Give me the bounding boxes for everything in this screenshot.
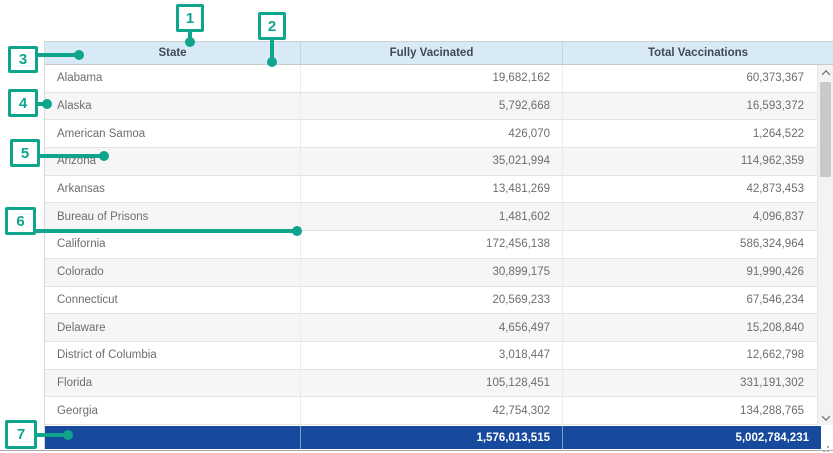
table-row[interactable]: Delaware 4,656,497 15,208,840	[45, 314, 833, 342]
state-cell: Alaska	[45, 93, 301, 120]
callout-2-dot	[267, 57, 277, 67]
fully-vaccinated-cell: 19,682,162	[301, 65, 563, 92]
vaccination-table-screenshot: State Fully Vacinated Total Vaccinations…	[0, 0, 833, 453]
total-vaccinations-cell: 67,546,234	[563, 287, 833, 314]
callout-3: 3	[8, 46, 38, 73]
callout-5-dot	[99, 151, 109, 161]
table-summary-row: 1,576,013,515 5,002,784,231	[45, 426, 821, 449]
vertical-scrollbar[interactable]	[817, 65, 833, 425]
chevron-up-icon	[821, 70, 829, 78]
summary-total-vaccinations-total: 5,002,784,231	[563, 426, 821, 449]
callout-3-connector	[37, 53, 79, 57]
callout-6: 6	[5, 207, 36, 235]
state-cell: Arizona	[45, 148, 301, 175]
state-cell: Arkansas	[45, 176, 301, 203]
fully-vaccinated-cell: 4,656,497	[301, 314, 563, 341]
total-vaccinations-cell: 60,373,367	[563, 65, 833, 92]
callout-6-connector	[34, 229, 297, 233]
fully-vaccinated-cell: 5,792,668	[301, 93, 563, 120]
scroll-down-button[interactable]	[818, 410, 833, 425]
scroll-up-button[interactable]	[818, 65, 833, 80]
fully-vaccinated-cell: 3,018,447	[301, 342, 563, 369]
vaccinations-table: State Fully Vacinated Total Vaccinations…	[44, 41, 833, 449]
total-vaccinations-cell: 1,264,522	[563, 120, 833, 147]
state-cell: California	[45, 231, 301, 258]
state-cell: Colorado	[45, 259, 301, 286]
table-row[interactable]: Connecticut 20,569,233 67,546,234	[45, 287, 833, 315]
fully-vaccinated-cell: 13,481,269	[301, 176, 563, 203]
callout-1: 1	[176, 4, 204, 32]
callout-1-label: 1	[186, 10, 194, 27]
fully-vaccinated-cell: 426,070	[301, 120, 563, 147]
total-vaccinations-cell: 91,990,426	[563, 259, 833, 286]
fully-vaccinated-cell: 1,481,602	[301, 203, 563, 230]
table-row[interactable]: Arkansas 13,481,269 42,873,453	[45, 176, 833, 204]
table-row[interactable]: Alaska 5,792,668 16,593,372	[45, 93, 833, 121]
table-row[interactable]: American Samoa 426,070 1,264,522	[45, 120, 833, 148]
bottom-edge-divider	[0, 450, 833, 451]
total-vaccinations-cell: 4,096,837	[563, 203, 833, 230]
total-vaccinations-cell: 134,288,765	[563, 397, 833, 424]
callout-5-connector	[39, 154, 105, 158]
scrollbar-thumb[interactable]	[820, 82, 831, 177]
state-cell: Florida	[45, 370, 301, 397]
callout-2-label: 2	[268, 18, 276, 35]
total-vaccinations-cell: 42,873,453	[563, 176, 833, 203]
summary-fully-vaccinated-total: 1,576,013,515	[301, 426, 563, 449]
callout-4-label: 4	[19, 95, 27, 112]
callout-2: 2	[258, 12, 286, 40]
fully-vaccinated-cell: 20,569,233	[301, 287, 563, 314]
state-cell: Alabama	[45, 65, 301, 92]
callout-5-label: 5	[21, 145, 29, 162]
column-header-fully-vaccinated[interactable]: Fully Vacinated	[301, 42, 563, 64]
summary-state-cell	[45, 426, 301, 449]
callout-7-label: 7	[17, 426, 25, 443]
state-cell: American Samoa	[45, 120, 301, 147]
state-cell: Delaware	[45, 314, 301, 341]
fully-vaccinated-cell: 42,754,302	[301, 397, 563, 424]
callout-7: 7	[5, 420, 37, 449]
state-cell: Bureau of Prisons	[45, 203, 301, 230]
table-row[interactable]: District of Columbia 3,018,447 12,662,79…	[45, 342, 833, 370]
table-header-row: State Fully Vacinated Total Vaccinations	[45, 42, 833, 65]
callout-6-label: 6	[16, 213, 24, 230]
callout-5: 5	[10, 139, 40, 167]
callout-7-dot	[63, 430, 73, 440]
callout-3-dot	[74, 50, 84, 60]
callout-1-dot	[185, 37, 195, 47]
column-header-total-vaccinations[interactable]: Total Vaccinations	[563, 42, 833, 64]
state-cell: Georgia	[45, 397, 301, 424]
fully-vaccinated-cell: 35,021,994	[301, 148, 563, 175]
table-row[interactable]: Arizona 35,021,994 114,962,359	[45, 148, 833, 176]
table-row[interactable]: Colorado 30,899,175 91,990,426	[45, 259, 833, 287]
chevron-down-icon	[821, 412, 829, 420]
fully-vaccinated-cell: 105,128,451	[301, 370, 563, 397]
callout-4-dot	[42, 99, 52, 109]
total-vaccinations-cell: 16,593,372	[563, 93, 833, 120]
total-vaccinations-cell: 331,191,302	[563, 370, 833, 397]
callout-6-dot	[292, 226, 302, 236]
fully-vaccinated-cell: 30,899,175	[301, 259, 563, 286]
table-row[interactable]: Georgia 42,754,302 134,288,765	[45, 397, 833, 425]
table-row[interactable]: Alabama 19,682,162 60,373,367	[45, 65, 833, 93]
callout-4: 4	[8, 89, 38, 117]
state-cell: District of Columbia	[45, 342, 301, 369]
table-row[interactable]: Florida 105,128,451 331,191,302	[45, 370, 833, 398]
total-vaccinations-cell: 12,662,798	[563, 342, 833, 369]
total-vaccinations-cell: 15,208,840	[563, 314, 833, 341]
state-cell: Connecticut	[45, 287, 301, 314]
total-vaccinations-cell: 586,324,964	[563, 231, 833, 258]
callout-3-label: 3	[19, 51, 27, 68]
table-row[interactable]: California 172,456,138 586,324,964	[45, 231, 833, 259]
total-vaccinations-cell: 114,962,359	[563, 148, 833, 175]
table-body: Alabama 19,682,162 60,373,367 Alaska 5,7…	[45, 65, 833, 425]
table-row[interactable]: Bureau of Prisons 1,481,602 4,096,837	[45, 203, 833, 231]
fully-vaccinated-cell: 172,456,138	[301, 231, 563, 258]
